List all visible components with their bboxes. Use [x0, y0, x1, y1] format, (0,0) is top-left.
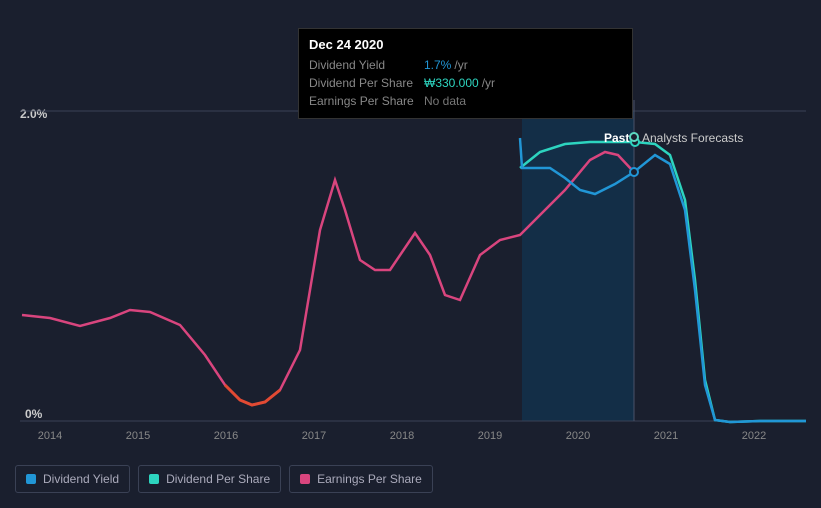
legend-item-dividend-per-share[interactable]: Dividend Per Share: [138, 465, 281, 493]
past-label: Past: [604, 131, 629, 145]
earnings-low-segment: [225, 385, 280, 405]
chart-tooltip: Dec 24 2020 Dividend Yield 1.7% /yr Divi…: [298, 28, 633, 119]
legend-swatch: [26, 474, 36, 484]
chart-plot[interactable]: [20, 100, 806, 425]
legend-item-earnings-per-share[interactable]: Earnings Per Share: [289, 465, 433, 493]
divider-marker: [630, 133, 638, 141]
x-axis: 2014 2015 2016 2017 2018 2019 2020 2021 2022: [20, 430, 806, 450]
legend: Dividend Yield Dividend Per Share Earnin…: [15, 465, 433, 493]
tooltip-label: Earnings Per Share: [309, 94, 424, 108]
tooltip-value: No data: [424, 94, 466, 108]
legend-item-dividend-yield[interactable]: Dividend Yield: [15, 465, 130, 493]
dividend-yield-marker: [630, 168, 638, 176]
x-axis-label: 2018: [390, 430, 414, 442]
tooltip-row: Earnings Per Share No data: [309, 92, 622, 110]
legend-swatch: [300, 474, 310, 484]
highlight-band: [522, 111, 634, 421]
tooltip-date: Dec 24 2020: [309, 37, 622, 52]
tooltip-suffix: /yr: [454, 58, 467, 72]
x-axis-label: 2014: [38, 430, 62, 442]
tooltip-row: Dividend Per Share ₩330.000 /yr: [309, 74, 622, 92]
tooltip-value: 1.7%: [424, 58, 451, 72]
tooltip-label: Dividend Per Share: [309, 76, 424, 90]
tooltip-value: ₩330.000: [424, 76, 479, 90]
legend-label: Earnings Per Share: [317, 472, 422, 486]
x-axis-label: 2017: [302, 430, 326, 442]
legend-label: Dividend Per Share: [166, 472, 270, 486]
forecast-label: Analysts Forecasts: [642, 131, 743, 145]
tooltip-suffix: /yr: [482, 76, 495, 90]
legend-label: Dividend Yield: [43, 472, 119, 486]
x-axis-label: 2021: [654, 430, 678, 442]
x-axis-label: 2016: [214, 430, 238, 442]
tooltip-label: Dividend Yield: [309, 58, 424, 72]
x-axis-label: 2022: [742, 430, 766, 442]
legend-swatch: [149, 474, 159, 484]
tooltip-row: Dividend Yield 1.7% /yr: [309, 56, 622, 74]
x-axis-label: 2019: [478, 430, 502, 442]
x-axis-label: 2020: [566, 430, 590, 442]
x-axis-label: 2015: [126, 430, 150, 442]
